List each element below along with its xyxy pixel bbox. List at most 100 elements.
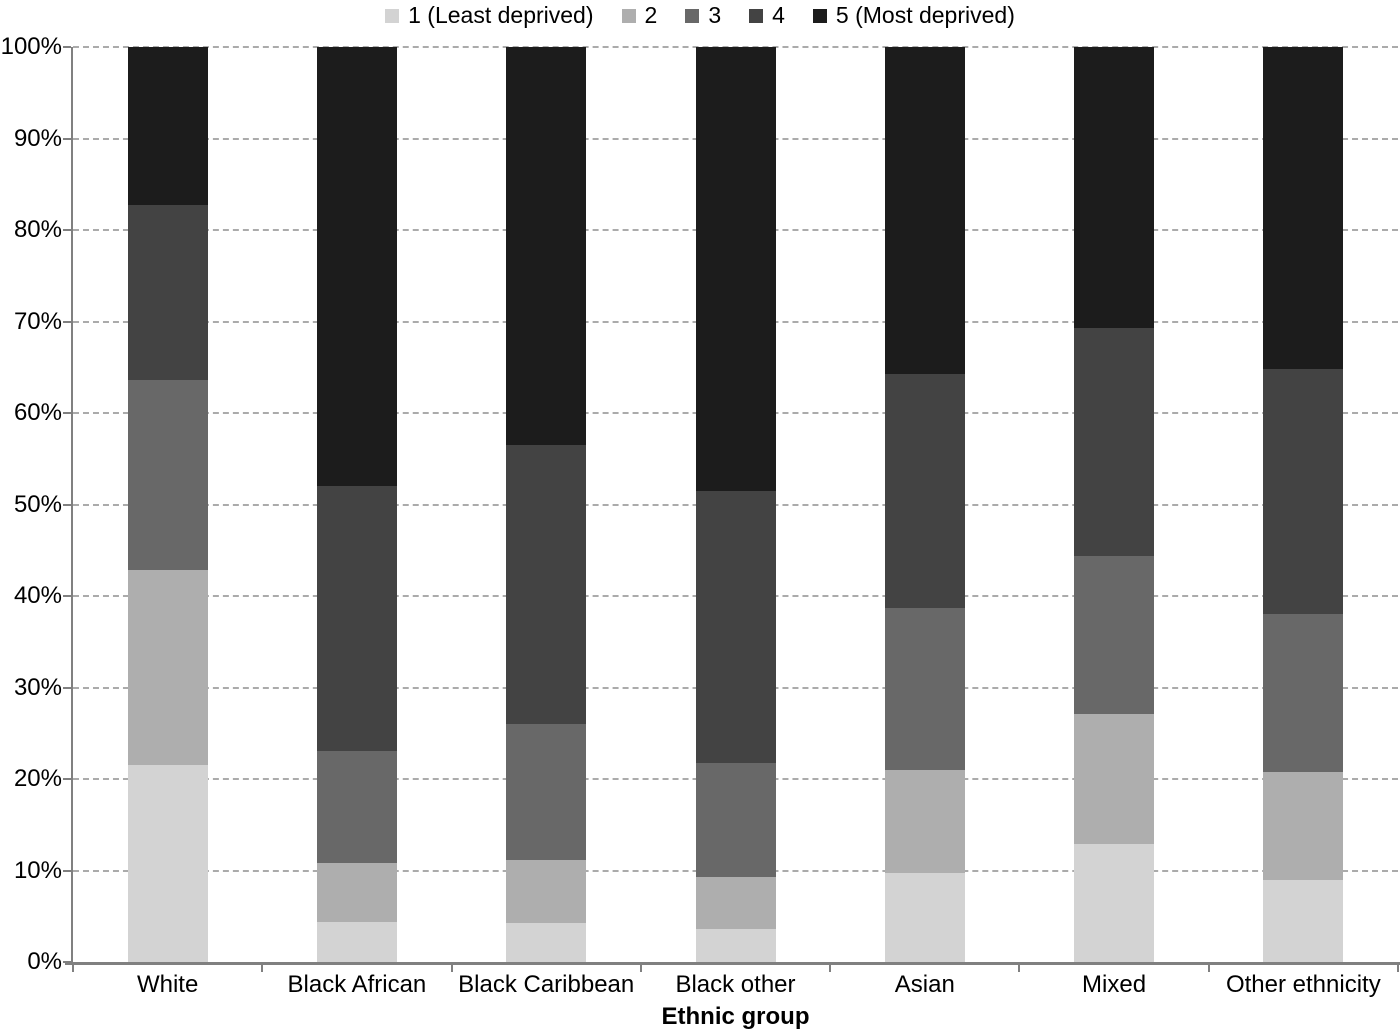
legend-label: 1 (Least deprived) bbox=[408, 2, 594, 28]
y-axis-tick bbox=[63, 229, 71, 231]
legend-label: 2 bbox=[644, 2, 658, 28]
bar-segment-quintile-4 bbox=[506, 445, 587, 725]
bar-segment-quintile-5 bbox=[695, 47, 776, 491]
legend-label: 3 bbox=[708, 2, 722, 28]
bar-segment-quintile-2 bbox=[506, 859, 587, 923]
y-axis-tick bbox=[63, 595, 71, 597]
legend-item: 2 bbox=[621, 2, 658, 29]
gridline-100pct bbox=[73, 46, 1398, 48]
x-axis-tick bbox=[72, 965, 74, 972]
bar-segment-quintile-1 bbox=[884, 873, 965, 962]
bar-segment-quintile-3 bbox=[1263, 614, 1344, 772]
bar-segment-quintile-5 bbox=[506, 47, 587, 446]
bar-segment-quintile-2 bbox=[316, 863, 397, 922]
bar-segment-quintile-2 bbox=[884, 769, 965, 874]
bar-segment-quintile-1 bbox=[506, 922, 587, 962]
x-axis-tick bbox=[261, 965, 264, 972]
y-tick-label: 20% bbox=[13, 765, 62, 792]
bar-black-other bbox=[695, 47, 776, 962]
y-tick-label: 60% bbox=[13, 399, 62, 426]
x-tick-label: Other ethnicity bbox=[1225, 971, 1381, 998]
legend-swatch bbox=[385, 8, 400, 23]
bar-segment-quintile-5 bbox=[1263, 47, 1344, 370]
bar-segment-quintile-1 bbox=[695, 929, 776, 962]
bar-other-ethnicity bbox=[1263, 47, 1344, 962]
bar-segment-quintile-2 bbox=[695, 876, 776, 930]
bar-segment-quintile-1 bbox=[1263, 879, 1344, 962]
x-axis-tick bbox=[639, 965, 642, 972]
y-axis-tick bbox=[63, 869, 71, 872]
y-tick-label: 70% bbox=[13, 307, 62, 335]
bar-segment-quintile-3 bbox=[884, 607, 965, 770]
legend-swatch bbox=[749, 8, 764, 23]
bar-asian bbox=[884, 47, 965, 962]
bar-segment-quintile-4 bbox=[127, 205, 208, 381]
bar-segment-quintile-4 bbox=[1074, 327, 1155, 556]
y-axis-tick bbox=[63, 46, 71, 48]
bar-segment-quintile-1 bbox=[1074, 843, 1155, 962]
bar-segment-quintile-5 bbox=[884, 47, 965, 374]
bar-segment-quintile-2 bbox=[127, 570, 208, 766]
y-tick-label: 90% bbox=[13, 124, 62, 152]
bar-segment-quintile-2 bbox=[1074, 714, 1155, 844]
y-axis-tick bbox=[63, 961, 71, 963]
y-axis-tick bbox=[63, 686, 71, 689]
y-axis-tick bbox=[63, 412, 71, 414]
y-tick-label: 10% bbox=[13, 856, 62, 884]
legend-swatch bbox=[812, 8, 827, 23]
x-tick-label: Black African bbox=[287, 971, 427, 998]
y-tick-label: 100% bbox=[0, 33, 62, 60]
x-axis-tick bbox=[450, 965, 453, 972]
legend-label: 4 bbox=[772, 2, 785, 28]
bar-segment-quintile-5 bbox=[316, 47, 397, 487]
x-axis-title: Ethnic group bbox=[661, 1003, 810, 1030]
bar-black-african bbox=[316, 47, 397, 962]
bar-segment-quintile-3 bbox=[695, 763, 776, 877]
bar-segment-quintile-3 bbox=[316, 750, 397, 864]
legend-item: 3 bbox=[685, 2, 721, 29]
x-axis-tick bbox=[1018, 965, 1021, 972]
bar-black-caribbean bbox=[506, 47, 587, 962]
bar-segment-quintile-1 bbox=[127, 765, 208, 962]
legend-swatch bbox=[685, 8, 700, 23]
x-tick-label: Black Caribbean bbox=[458, 971, 635, 998]
legend-item: 4 bbox=[749, 2, 785, 29]
bar-segment-quintile-1 bbox=[316, 921, 397, 962]
legend-swatch bbox=[621, 8, 636, 23]
y-axis-tick bbox=[63, 503, 71, 506]
bar-mixed bbox=[1074, 47, 1155, 962]
y-tick-label: 80% bbox=[13, 216, 62, 243]
bar-segment-quintile-2 bbox=[1263, 771, 1344, 880]
y-axis-tick bbox=[63, 320, 71, 323]
y-axis-tick bbox=[63, 137, 71, 140]
x-axis-line bbox=[65, 962, 1400, 965]
y-tick-label: 30% bbox=[13, 673, 62, 701]
x-tick-label: Black other bbox=[675, 971, 796, 998]
bar-segment-quintile-4 bbox=[1263, 369, 1344, 615]
y-tick-label: 50% bbox=[13, 490, 62, 518]
y-tick-label: 0% bbox=[27, 948, 62, 975]
y-axis-tick bbox=[63, 778, 71, 780]
x-axis-tick bbox=[829, 965, 832, 972]
bar-segment-quintile-3 bbox=[1074, 555, 1155, 715]
x-tick-label: Asian bbox=[894, 971, 955, 998]
bar-segment-quintile-3 bbox=[506, 724, 587, 860]
bar-segment-quintile-4 bbox=[695, 490, 776, 764]
bar-segment-quintile-5 bbox=[127, 47, 208, 206]
x-axis-tick bbox=[1397, 965, 1399, 972]
legend-label: 5 (Most deprived) bbox=[835, 2, 1015, 28]
bar-white bbox=[127, 47, 208, 962]
bar-segment-quintile-3 bbox=[127, 380, 208, 571]
legend-item: 1 (Least deprived) bbox=[385, 2, 594, 29]
y-axis-line bbox=[71, 47, 73, 965]
chart-legend: 1 (Least deprived) 2 3 4 5 (Most deprived) bbox=[0, 2, 1400, 29]
x-tick-label: White bbox=[136, 971, 199, 998]
bar-segment-quintile-4 bbox=[884, 373, 965, 608]
x-tick-label: Mixed bbox=[1082, 971, 1147, 998]
bar-segment-quintile-5 bbox=[1074, 47, 1155, 328]
bar-segment-quintile-4 bbox=[316, 486, 397, 751]
legend-item: 5 (Most deprived) bbox=[812, 2, 1015, 29]
y-tick-label: 40% bbox=[13, 582, 62, 609]
x-axis-tick bbox=[1207, 965, 1210, 972]
